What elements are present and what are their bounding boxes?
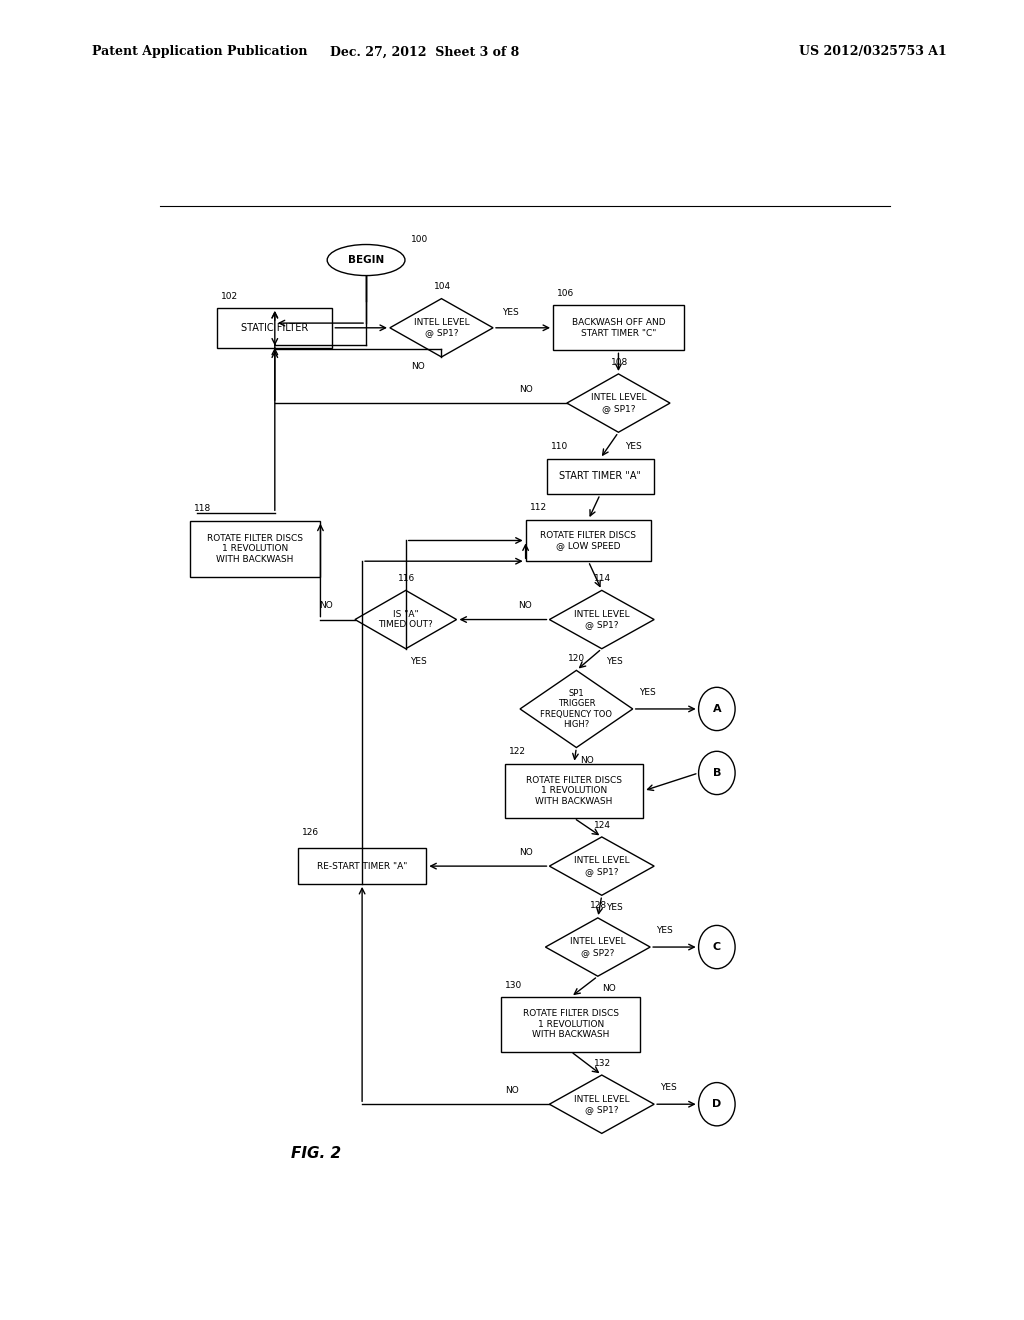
Text: Patent Application Publication: Patent Application Publication <box>92 45 307 58</box>
Text: NO: NO <box>519 847 534 857</box>
Text: NO: NO <box>319 601 333 610</box>
Text: 100: 100 <box>412 235 429 244</box>
FancyBboxPatch shape <box>502 997 640 1052</box>
Text: YES: YES <box>502 309 519 317</box>
Text: YES: YES <box>625 442 642 451</box>
Text: 122: 122 <box>509 747 525 756</box>
Text: 104: 104 <box>433 282 451 292</box>
Ellipse shape <box>328 244 404 276</box>
Text: START TIMER "A": START TIMER "A" <box>559 471 641 482</box>
Polygon shape <box>550 837 654 895</box>
Text: YES: YES <box>656 925 674 935</box>
Text: 114: 114 <box>594 574 611 583</box>
Text: BACKWASH OFF AND
START TIMER "C": BACKWASH OFF AND START TIMER "C" <box>571 318 666 338</box>
Text: Dec. 27, 2012  Sheet 3 of 8: Dec. 27, 2012 Sheet 3 of 8 <box>331 45 519 58</box>
FancyBboxPatch shape <box>298 849 426 884</box>
Text: NO: NO <box>518 601 531 610</box>
FancyBboxPatch shape <box>547 458 653 495</box>
Polygon shape <box>567 374 670 432</box>
Text: 116: 116 <box>397 574 415 583</box>
Text: SP1
TRIGGER
FREQUENCY TOO
HIGH?: SP1 TRIGGER FREQUENCY TOO HIGH? <box>541 689 612 729</box>
Text: INTEL LEVEL
@ SP1?: INTEL LEVEL @ SP1? <box>414 318 469 338</box>
Text: ROTATE FILTER DISCS
1 REVOLUTION
WITH BACKWASH: ROTATE FILTER DISCS 1 REVOLUTION WITH BA… <box>526 776 622 805</box>
Text: A: A <box>713 704 721 714</box>
Text: C: C <box>713 942 721 952</box>
FancyBboxPatch shape <box>505 763 643 818</box>
Polygon shape <box>355 590 457 648</box>
Text: YES: YES <box>660 1084 677 1092</box>
Text: INTEL LEVEL
@ SP1?: INTEL LEVEL @ SP1? <box>574 610 630 630</box>
Text: ROTATE FILTER DISCS
1 REVOLUTION
WITH BACKWASH: ROTATE FILTER DISCS 1 REVOLUTION WITH BA… <box>523 1010 618 1039</box>
Text: NO: NO <box>412 362 425 371</box>
Circle shape <box>698 1082 735 1126</box>
Polygon shape <box>546 917 650 977</box>
FancyBboxPatch shape <box>217 308 333 347</box>
Text: US 2012/0325753 A1: US 2012/0325753 A1 <box>799 45 946 58</box>
Text: INTEL LEVEL
@ SP1?: INTEL LEVEL @ SP1? <box>574 1094 630 1114</box>
Text: B: B <box>713 768 721 777</box>
Text: NO: NO <box>506 1086 519 1094</box>
Text: FIG. 2: FIG. 2 <box>291 1146 341 1160</box>
Text: NO: NO <box>519 385 534 393</box>
Text: ROTATE FILTER DISCS
@ LOW SPEED: ROTATE FILTER DISCS @ LOW SPEED <box>541 531 636 550</box>
Text: 102: 102 <box>221 292 239 301</box>
Text: INTEL LEVEL
@ SP2?: INTEL LEVEL @ SP2? <box>570 937 626 957</box>
Text: 108: 108 <box>610 358 628 367</box>
FancyBboxPatch shape <box>189 520 321 577</box>
Text: 124: 124 <box>594 821 611 829</box>
Text: NO: NO <box>602 985 615 993</box>
Text: 106: 106 <box>557 289 574 298</box>
Polygon shape <box>520 671 633 747</box>
Text: 110: 110 <box>551 442 568 451</box>
Text: IS "A"
TIMED OUT?: IS "A" TIMED OUT? <box>379 610 433 630</box>
Text: YES: YES <box>639 688 655 697</box>
Text: NO: NO <box>581 755 594 764</box>
Polygon shape <box>390 298 494 356</box>
Text: 130: 130 <box>506 981 522 990</box>
Text: INTEL LEVEL
@ SP1?: INTEL LEVEL @ SP1? <box>574 857 630 875</box>
Text: STATIC FILTER: STATIC FILTER <box>242 323 308 333</box>
Text: INTEL LEVEL
@ SP1?: INTEL LEVEL @ SP1? <box>591 393 646 413</box>
Text: YES: YES <box>606 903 623 912</box>
Circle shape <box>698 688 735 730</box>
Text: YES: YES <box>410 657 426 665</box>
FancyBboxPatch shape <box>525 520 651 561</box>
Text: D: D <box>713 1100 722 1109</box>
Text: YES: YES <box>606 657 623 665</box>
Text: BEGIN: BEGIN <box>348 255 384 265</box>
Text: ROTATE FILTER DISCS
1 REVOLUTION
WITH BACKWASH: ROTATE FILTER DISCS 1 REVOLUTION WITH BA… <box>207 535 303 564</box>
Circle shape <box>698 925 735 969</box>
Text: RE-START TIMER "A": RE-START TIMER "A" <box>316 862 408 871</box>
Text: 126: 126 <box>302 828 318 837</box>
Text: 120: 120 <box>568 653 586 663</box>
Circle shape <box>698 751 735 795</box>
Polygon shape <box>550 1074 654 1134</box>
Text: 112: 112 <box>529 503 547 512</box>
Polygon shape <box>550 590 654 648</box>
Text: 132: 132 <box>594 1059 611 1068</box>
FancyBboxPatch shape <box>553 305 684 350</box>
Text: 128: 128 <box>590 902 607 911</box>
Text: 118: 118 <box>194 504 211 513</box>
